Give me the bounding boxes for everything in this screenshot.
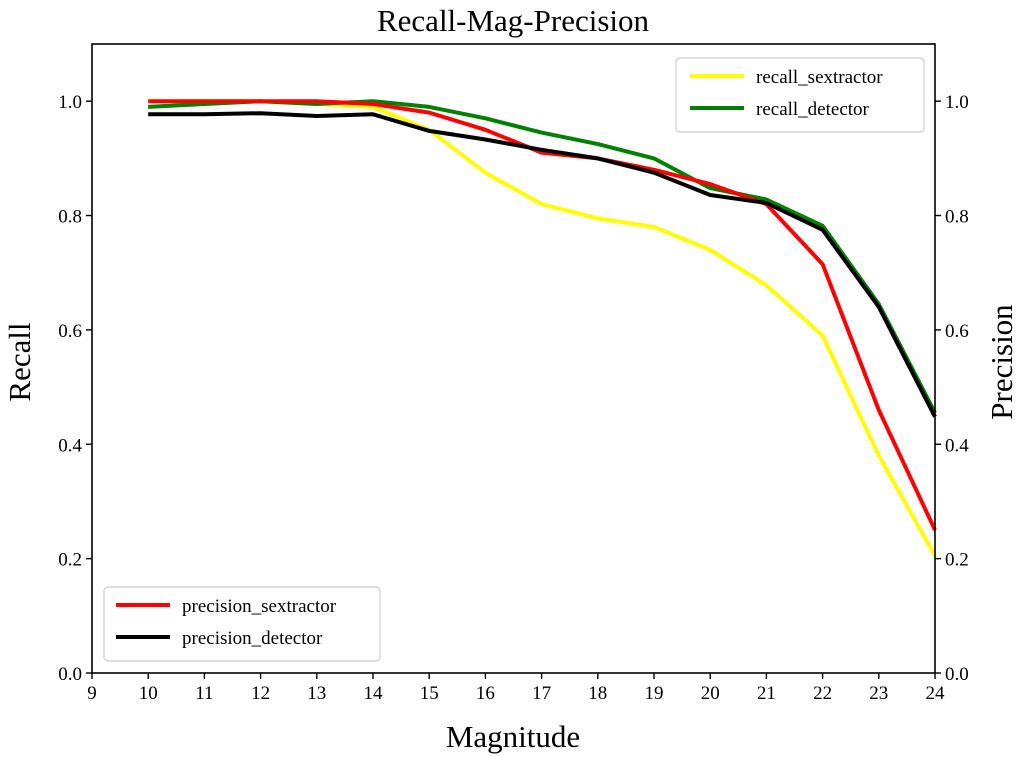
y-tick-label: 0.0: [58, 664, 82, 685]
plot-frame: [91, 43, 936, 674]
legend-lower-box: [103, 586, 381, 662]
y2-tick-label: 1.0: [945, 92, 969, 113]
x-tick-label: 11: [195, 683, 213, 704]
y-tick-label: 0.2: [58, 550, 82, 571]
x-tick-label: 21: [757, 683, 776, 704]
x-tick-label: 14: [364, 683, 384, 704]
x-tick-label: 10: [139, 683, 158, 704]
x-tick-label: 15: [420, 683, 439, 704]
x-tick-label: 16: [476, 683, 495, 704]
legend-lower-left: precision_sextractor precision_detector: [103, 586, 381, 662]
y-tick-label: 0.8: [58, 207, 82, 228]
x-axis-label: Magnitude: [446, 719, 580, 754]
x-tick-label: 20: [701, 683, 720, 704]
x-tick-label: 22: [813, 683, 832, 704]
y2-tick-label: 0.8: [945, 207, 969, 228]
series-line-precision-sextractor: [148, 99, 937, 531]
chart-title: Recall-Mag-Precision: [377, 3, 650, 38]
x-tick-label: 18: [588, 683, 607, 704]
y-axis-label: Recall: [2, 322, 37, 401]
y-tick-label: 0.6: [58, 321, 82, 342]
y-tick-label: 1.0: [58, 92, 82, 113]
y2-tick-label: 0.2: [945, 550, 969, 571]
x-tick-label: 19: [645, 683, 664, 704]
legend-upper-right: recall_sextractor recall_detector: [675, 57, 925, 133]
x-tick-label: 12: [251, 683, 270, 704]
legend-label-recall-detector: recall_detector: [756, 99, 870, 120]
y-axis-ticks: 0.0 0.2 0.4 0.6 0.8 1.0: [58, 92, 92, 685]
series-layer: [148, 99, 937, 557]
x-tick-label: 13: [307, 683, 326, 704]
y2-tick-label: 0.0: [945, 664, 969, 685]
x-tick-label: 17: [532, 683, 551, 704]
x-axis-ticks: 9 10 11 12 13 14 15 16 17 18 19 20 21 22 23 24: [87, 673, 945, 704]
y2-axis-label: Precision: [984, 304, 1019, 420]
y2-tick-label: 0.4: [945, 435, 969, 456]
series-line-recall-sextractor: [148, 99, 937, 557]
legend-label-precision-sextractor: precision_sextractor: [182, 596, 337, 617]
series-line-precision-detector: [148, 111, 937, 418]
x-tick-label: 24: [926, 683, 946, 704]
y2-tick-label: 0.6: [945, 321, 969, 342]
y-tick-label: 0.4: [58, 435, 82, 456]
y2-axis-ticks: 0.0 0.2 0.4 0.6 0.8 1.0: [935, 92, 969, 685]
x-tick-label: 23: [869, 683, 888, 704]
legend-label-recall-sextractor: recall_sextractor: [756, 67, 883, 88]
legend-label-precision-detector: precision_detector: [182, 628, 323, 649]
x-tick-label: 9: [87, 683, 97, 704]
